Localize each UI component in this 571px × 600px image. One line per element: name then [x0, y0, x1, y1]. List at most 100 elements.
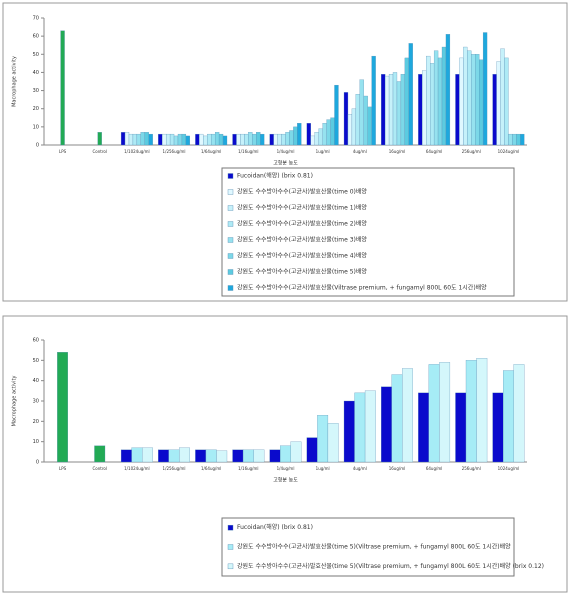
x-axis-title: 고형분 농도 [273, 160, 298, 167]
x-tick-label: 1ug/ml [316, 466, 330, 471]
bar [513, 364, 525, 463]
bar [504, 57, 509, 146]
bar [306, 123, 311, 146]
y-tick-label: 20 [33, 106, 39, 112]
legend-box [221, 517, 515, 577]
x-tick-label: 1024ug/ml [498, 466, 520, 471]
legend-swatch [227, 237, 234, 243]
bar [359, 79, 364, 146]
y-tick-label: 0 [36, 460, 39, 466]
bar [144, 132, 149, 146]
bar [236, 133, 241, 146]
y-tick-label: 60 [33, 338, 39, 344]
bar [310, 135, 315, 146]
bar [94, 445, 106, 463]
bar [57, 352, 68, 463]
bar [169, 133, 175, 146]
bar [363, 95, 368, 146]
bar [508, 133, 513, 146]
bar [388, 74, 394, 146]
x-tick-label: 64ug/ml [426, 466, 443, 471]
bar [269, 449, 281, 463]
bar [260, 133, 265, 146]
x-tick-label: 1/4ug/ml [277, 466, 295, 471]
legend-swatch [227, 285, 234, 291]
bar [400, 74, 406, 146]
x-tick-label: 64ug/ml [426, 149, 443, 154]
bar [384, 75, 390, 146]
y-tick-label: 30 [33, 399, 39, 405]
x-tick-label: 1/256ug/ml [163, 149, 186, 154]
bar [354, 392, 366, 463]
bar [371, 55, 376, 146]
bar [216, 450, 228, 463]
bar [433, 50, 439, 146]
x-tick-label: 256ug/ml [462, 466, 481, 471]
y-tick-label: 10 [33, 439, 39, 445]
bar [322, 123, 327, 146]
bar [285, 132, 290, 146]
bar [128, 133, 134, 146]
x-tick-label: 1ug/ml [316, 149, 330, 154]
bar [343, 400, 355, 463]
y-tick-label: 40 [33, 378, 39, 384]
x-tick-label: 16ug/ml [389, 149, 406, 154]
bar [289, 130, 294, 146]
bar [179, 447, 190, 463]
bar [351, 108, 357, 146]
bar [214, 132, 220, 146]
bar [479, 59, 484, 146]
bar [273, 133, 278, 146]
bar [181, 133, 187, 146]
x-tick-label: 256ug/ml [462, 149, 481, 154]
legend-label: 강원도 수수방아수수(고균사)발효산물(time 1)배양 [237, 204, 367, 212]
bar [347, 114, 353, 146]
bar [148, 133, 153, 146]
bar [269, 133, 274, 146]
legend-swatch [227, 544, 234, 550]
bar [512, 133, 517, 146]
x-tick-label: LPS [59, 149, 67, 154]
bar [314, 132, 319, 146]
bar [60, 30, 65, 146]
x-tick-label: 1/16ug/ml [238, 466, 258, 471]
bar [408, 43, 413, 146]
bar [168, 449, 180, 463]
x-tick-label: 1/256ug/ml [163, 466, 186, 471]
bar [455, 74, 460, 146]
x-tick-label: Control [92, 149, 106, 154]
panel [2, 2, 568, 302]
bar [205, 449, 217, 463]
bar [459, 57, 464, 146]
y-tick-label: 10 [33, 124, 39, 130]
bar [318, 128, 323, 146]
bar [445, 34, 451, 146]
bar [293, 126, 298, 146]
legend-label: 강원도 수수방아수수(고균사)발효산물(time 5)(Viltrase pre… [237, 543, 511, 551]
x-tick-label: LPS [59, 466, 67, 471]
x-axis-title: 고형분 농도 [273, 477, 298, 484]
bar [422, 70, 427, 146]
bar [327, 423, 339, 463]
legend-label: Fucoidan(해양) (brix 0.81) [237, 172, 313, 180]
bar [334, 84, 339, 146]
y-tick-label: 60 [33, 34, 39, 40]
bar [465, 360, 477, 463]
bar [482, 32, 488, 146]
bar [165, 133, 171, 146]
y-tick-label: 50 [33, 52, 39, 58]
legend-box [221, 167, 515, 297]
bar [232, 133, 237, 146]
bar [222, 135, 228, 146]
bar [326, 119, 331, 146]
legend-label: 강원도 수수방아수수(고균사)발효산물(time 3)배양 [237, 236, 367, 244]
bar [475, 54, 480, 146]
bar [455, 392, 467, 463]
y-axis-title: Macrophage activity [12, 376, 18, 427]
bar [503, 370, 514, 463]
bar [392, 72, 398, 146]
bar [396, 81, 402, 146]
bar [162, 133, 167, 146]
legend-label: 강원도 수수방아수수(고균사)발효산물(time 5)(Viltrase pre… [237, 562, 544, 570]
y-tick-label: 40 [33, 70, 39, 76]
